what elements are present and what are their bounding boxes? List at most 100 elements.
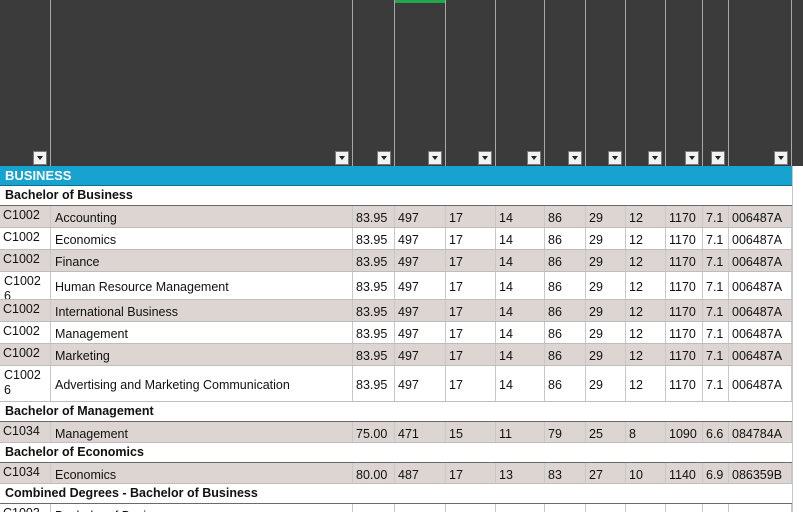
table-row[interactable]: C1002 6 Advertising and Marketing Communi… [0, 366, 792, 402]
cell-ib[interactable]: 27 [586, 463, 626, 483]
cell-stpm[interactable]: 12 [626, 366, 666, 401]
table-row[interactable]: C1003Bachelor of Business [0, 504, 792, 512]
table-row[interactable]: C1002 International Business 83.95 497 17 14 8… [0, 300, 792, 322]
filter-dropdown-icon[interactable] [685, 151, 699, 165]
cell-uts[interactable]: 6.9 [703, 463, 729, 483]
cell-gaokao[interactable]: 497 [395, 228, 446, 249]
filter-dropdown-icon[interactable] [711, 151, 725, 165]
cell-sat[interactable]: 1140 [666, 463, 703, 483]
cell-aissc[interactable]: 14 [496, 206, 545, 227]
cell-code[interactable]: C1002 [0, 206, 51, 227]
cell-stpm[interactable]: 8 [626, 422, 666, 442]
cell-hkdse[interactable]: 15 [446, 422, 496, 442]
cell-stpm[interactable]: 12 [626, 272, 666, 299]
cell-aissc[interactable]: 14 [496, 344, 545, 365]
cell-uts[interactable]: 6.6 [703, 422, 729, 442]
cell-hkdse[interactable]: 17 [446, 322, 496, 343]
cell-cricos[interactable]: 006487A [729, 228, 792, 249]
cell-gaokao[interactable]: 497 [395, 366, 446, 401]
cell-sat[interactable]: 1170 [666, 250, 703, 271]
cell-ib[interactable]: 29 [586, 366, 626, 401]
cell-aissc[interactable]: 11 [496, 422, 545, 442]
cell-cricos[interactable]: 086359B [729, 463, 792, 483]
cell-ib[interactable]: 29 [586, 272, 626, 299]
table-row[interactable]: C1002 Marketing 83.95 497 17 14 86 29 12 1170 7.1 0… [0, 344, 792, 366]
cell-isc[interactable]: 86 [545, 272, 586, 299]
table-row[interactable]: C1034 Economics 80.00 487 17 13 83 27 10 1140 6.9 0… [0, 463, 792, 484]
filter-dropdown-icon[interactable] [527, 151, 541, 165]
cell-gaokao[interactable]: 497 [395, 206, 446, 227]
filter-dropdown-icon[interactable] [478, 151, 492, 165]
cell-atar[interactable] [353, 504, 395, 512]
cell-stpm[interactable]: 12 [626, 206, 666, 227]
cell-gaokao[interactable]: 497 [395, 250, 446, 271]
cell-gaokao[interactable]: 497 [395, 300, 446, 321]
cell-cricos[interactable]: 006487A [729, 366, 792, 401]
filter-dropdown-icon[interactable] [648, 151, 662, 165]
cell-cricos[interactable]: 006487A [729, 344, 792, 365]
cell-atar[interactable]: 83.95 [353, 250, 395, 271]
cell-ib[interactable]: 29 [586, 206, 626, 227]
cell-isc[interactable]: 86 [545, 206, 586, 227]
table-row[interactable]: C1034 Management 75.00 471 15 11 79 25 8 1090 6.6 0… [0, 422, 792, 443]
cell-atar[interactable]: 75.00 [353, 422, 395, 442]
cell-aissc[interactable]: 14 [496, 272, 545, 299]
cell-atar[interactable]: 83.95 [353, 206, 395, 227]
cell-isc[interactable]: 86 [545, 322, 586, 343]
cell-ib[interactable]: 29 [586, 344, 626, 365]
table-row[interactable]: C1002 Management 83.95 497 17 14 86 29 12 1170 7.1… [0, 322, 792, 344]
cell-sat[interactable]: 1170 [666, 344, 703, 365]
cell-name[interactable]: Marketing [51, 344, 353, 365]
cell-uts[interactable]: 7.1 [703, 272, 729, 299]
cell-isc[interactable]: 83 [545, 463, 586, 483]
cell-sat[interactable]: 1170 [666, 322, 703, 343]
cell-stpm[interactable]: 12 [626, 228, 666, 249]
cell-code[interactable]: C1002 [0, 300, 51, 321]
cell-uts[interactable]: 7.1 [703, 206, 729, 227]
cell-stpm[interactable]: 10 [626, 463, 666, 483]
cell-atar[interactable]: 83.95 [353, 228, 395, 249]
filter-dropdown-icon[interactable] [335, 151, 349, 165]
table-row[interactable]: C1002 Finance 83.95 497 17 14 86 29 12 1170 7.1 006… [0, 250, 792, 272]
cell-gaokao[interactable]: 487 [395, 463, 446, 483]
cell-sat[interactable]: 1170 [666, 366, 703, 401]
cell-code[interactable]: C1034 [0, 422, 51, 442]
cell-sat[interactable]: 1170 [666, 300, 703, 321]
cell-code[interactable]: C1002 6 [0, 272, 51, 299]
filter-dropdown-icon[interactable] [33, 151, 47, 165]
cell-atar[interactable]: 83.95 [353, 322, 395, 343]
cell-stpm[interactable]: 12 [626, 250, 666, 271]
cell-hkdse[interactable]: 17 [446, 366, 496, 401]
cell-hkdse[interactable]: 17 [446, 272, 496, 299]
cell-gaokao[interactable]: 497 [395, 344, 446, 365]
cell-name[interactable]: Management [51, 322, 353, 343]
cell-code[interactable]: C1034 [0, 463, 51, 483]
cell-aissc[interactable]: 14 [496, 322, 545, 343]
cell-cricos[interactable]: 006487A [729, 272, 792, 299]
cell-isc[interactable]: 86 [545, 228, 586, 249]
filter-dropdown-icon[interactable] [608, 151, 622, 165]
cell-isc[interactable]: 86 [545, 250, 586, 271]
cell-isc[interactable]: 86 [545, 366, 586, 401]
cell-cricos[interactable]: 006487A [729, 206, 792, 227]
cell-name[interactable]: Economics [51, 463, 353, 483]
cell-hkdse[interactable]: 17 [446, 344, 496, 365]
table-row[interactable]: C1002 Accounting 83.95 497 17 14 86 29 12 1170 7.1… [0, 206, 792, 228]
cell-hkdse[interactable] [446, 504, 496, 512]
cell-aissc[interactable]: 14 [496, 300, 545, 321]
cell-ib[interactable]: 25 [586, 422, 626, 442]
cell-hkdse[interactable]: 17 [446, 206, 496, 227]
cell-isc[interactable]: 86 [545, 344, 586, 365]
cell-atar[interactable]: 83.95 [353, 366, 395, 401]
cell-atar[interactable]: 83.95 [353, 300, 395, 321]
cell-isc[interactable] [545, 504, 586, 512]
cell-name[interactable]: Human Resource Management [51, 272, 353, 299]
cell-isc[interactable]: 86 [545, 300, 586, 321]
cell-stpm[interactable]: 12 [626, 300, 666, 321]
table-row[interactable]: C1002 6 Human Resource Management 83.95 497… [0, 272, 792, 300]
cell-atar[interactable]: 83.95 [353, 344, 395, 365]
cell-code[interactable]: C1002 [0, 228, 51, 249]
cell-code[interactable]: C1002 6 [0, 366, 51, 401]
cell-aissc[interactable]: 14 [496, 228, 545, 249]
cell-uts[interactable] [703, 504, 729, 512]
